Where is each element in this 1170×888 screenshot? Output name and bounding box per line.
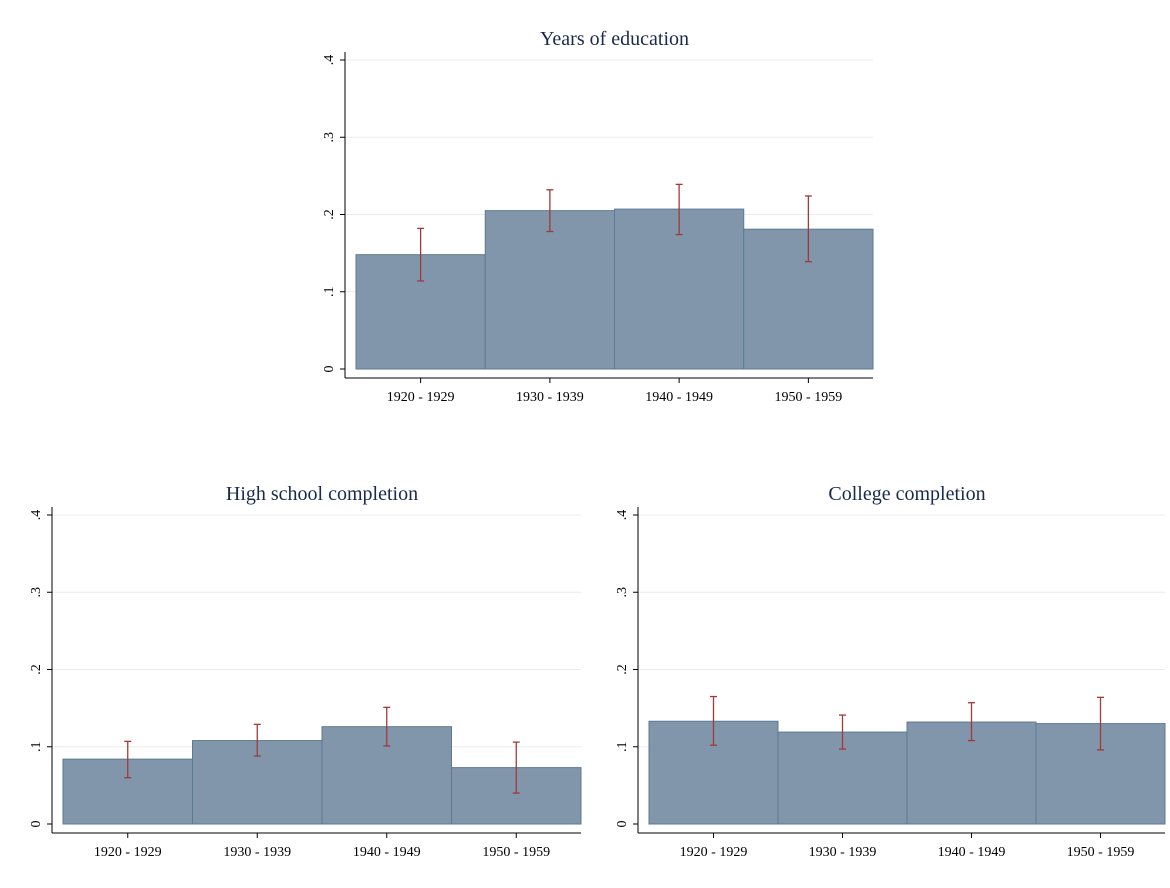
y-tick-label: 0: [29, 821, 44, 828]
chart-title: College completion: [828, 483, 985, 505]
x-tick-label: 1940 - 1949: [645, 390, 713, 405]
error-bar: [839, 714, 846, 750]
y-tick-label: 0: [615, 821, 630, 828]
y-tick-label: .4: [29, 510, 44, 521]
y-tick-label: .1: [322, 287, 337, 298]
x-tick-label: 1950 - 1959: [482, 845, 550, 860]
error-bar: [124, 740, 132, 779]
y-tick-label: .3: [322, 132, 337, 143]
y-tick-label: .2: [322, 209, 337, 220]
x-tick-label: 1930 - 1939: [516, 390, 584, 405]
bar: [484, 210, 615, 370]
error-bar: [512, 741, 520, 794]
chart-title: Years of education: [540, 28, 689, 50]
y-tick-label: .3: [615, 587, 630, 598]
error-bar: [253, 723, 261, 757]
error-bar: [968, 702, 975, 742]
x-tick-label: 1950 - 1959: [775, 390, 843, 405]
x-tick-label: 1940 - 1949: [938, 845, 1006, 860]
x-tick-label: 1940 - 1949: [353, 845, 421, 860]
years-of-education-panel: Years of education 0 .1 .2 .3 .4 1920 - 1929 19…: [322, 28, 874, 405]
college-completion-panel: College completion 0 .1 .2 .3 .4 1920 - 1929 19…: [615, 483, 1166, 860]
x-tick-label: 1930 - 1939: [809, 845, 877, 860]
error-bar: [804, 195, 812, 263]
y-tick-label: .2: [615, 664, 630, 675]
y-tick-label: .4: [322, 55, 337, 66]
error-bar: [383, 706, 391, 747]
x-tick-label: 1930 - 1939: [223, 845, 291, 860]
x-tick-label: 1920 - 1929: [387, 390, 455, 405]
high-school-completion-panel: High school completion 0 .1 .2 .3 .4 1920 - 19…: [29, 483, 582, 860]
x-tick-label: 1920 - 1929: [94, 845, 162, 860]
x-tick-label: 1950 - 1959: [1067, 845, 1135, 860]
error-bar: [710, 695, 717, 746]
y-tick-label: .2: [29, 664, 44, 675]
error-bar: [546, 189, 554, 233]
chart-title: High school completion: [226, 483, 418, 505]
y-tick-label: .4: [615, 510, 630, 521]
error-bar: [1097, 696, 1104, 751]
y-tick-label: .3: [29, 587, 44, 598]
error-bar: [417, 227, 425, 282]
bar: [614, 208, 745, 370]
error-bar: [675, 183, 683, 236]
x-tick-label: 1920 - 1929: [680, 845, 748, 860]
y-tick-label: 0: [322, 366, 337, 373]
y-tick-label: .1: [29, 742, 44, 753]
y-tick-label: .1: [615, 742, 630, 753]
